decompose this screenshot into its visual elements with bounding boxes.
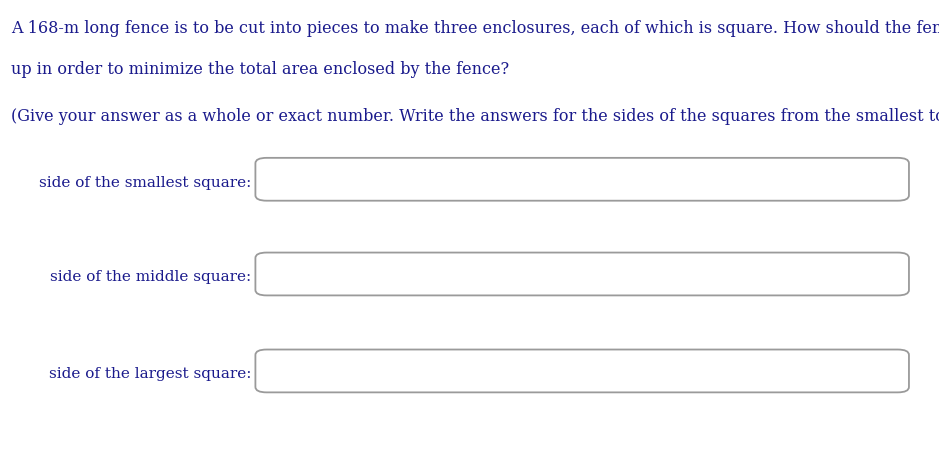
Text: A 168-m long fence is to be cut into pieces to make three enclosures, each of wh: A 168-m long fence is to be cut into pie…	[11, 20, 939, 37]
Text: side of the middle square:: side of the middle square:	[51, 270, 252, 285]
FancyBboxPatch shape	[255, 158, 909, 201]
Text: side of the smallest square:: side of the smallest square:	[39, 175, 252, 190]
Text: side of the largest square:: side of the largest square:	[49, 367, 252, 382]
FancyBboxPatch shape	[255, 350, 909, 392]
Text: (Give your answer as a whole or exact number. Write the answers for the sides of: (Give your answer as a whole or exact nu…	[11, 108, 939, 125]
Text: up in order to minimize the total area enclosed by the fence?: up in order to minimize the total area e…	[11, 61, 509, 78]
FancyBboxPatch shape	[255, 253, 909, 295]
